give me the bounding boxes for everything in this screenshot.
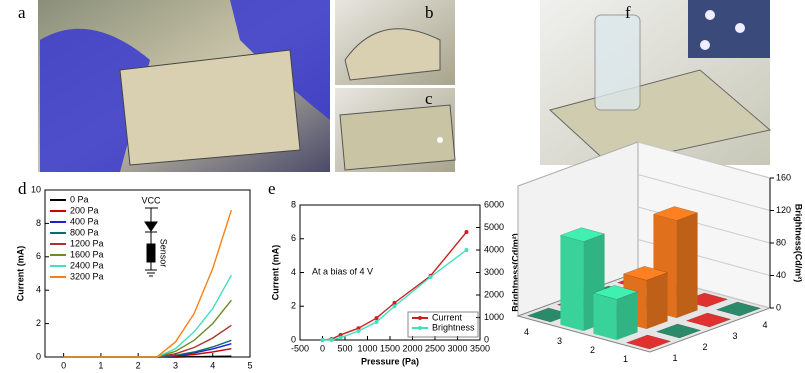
legend-label: 1200 Pa xyxy=(70,238,104,248)
bar-shade xyxy=(560,235,583,331)
photo-b xyxy=(335,0,455,85)
x-tick-label: 1 xyxy=(98,360,103,370)
x-tick-label: 1 xyxy=(623,354,628,364)
legend-label: 400 Pa xyxy=(70,216,99,226)
x-tick-label: 3 xyxy=(557,336,562,346)
bar-shade xyxy=(617,292,638,340)
y-axis-title: Current (mA) xyxy=(15,246,25,302)
series-line xyxy=(64,275,232,357)
y-tick-label: 8 xyxy=(36,218,41,228)
y-tick-label: 10 xyxy=(31,184,41,194)
point xyxy=(375,320,379,324)
panel-label: b xyxy=(425,3,434,22)
circuit-icon xyxy=(145,208,158,276)
panel-label: a xyxy=(18,3,26,22)
y2-tick-label: 4000 xyxy=(484,244,504,254)
x-tick-label: 0 xyxy=(61,360,66,370)
x-tick-label: 2 xyxy=(590,345,595,355)
x-tick-label: 4 xyxy=(524,327,529,337)
point xyxy=(429,275,433,279)
y2-tick-label: 0 xyxy=(484,334,489,344)
y-tick-label: 8 xyxy=(291,199,296,209)
y-tick-label: 2 xyxy=(702,342,707,352)
annotation: VCC xyxy=(141,195,161,205)
legend-label: 200 Pa xyxy=(70,205,99,215)
point xyxy=(339,336,343,340)
annotation: Sensor xyxy=(159,239,169,268)
y2-tick-label: 3000 xyxy=(484,267,504,277)
x-tick-label: 1000 xyxy=(357,343,377,353)
annotation: At a bias of 4 V xyxy=(312,266,373,276)
legend-label: 0 Pa xyxy=(70,194,89,204)
x-axis-title: Pressure (Pa) xyxy=(361,356,419,366)
y-tick-label: 0 xyxy=(291,334,296,344)
y-tick-label: 4 xyxy=(291,267,296,277)
y-tick-label: 1 xyxy=(672,353,677,363)
point xyxy=(465,248,469,252)
legend-label: Current xyxy=(432,312,463,322)
point xyxy=(321,338,325,342)
x-tick-label: 4 xyxy=(210,360,215,370)
z-tick-label: 0 xyxy=(776,302,781,312)
x-tick-label: 5 xyxy=(247,360,252,370)
x-tick-label: 0 xyxy=(320,343,325,353)
x-tick-label: 2 xyxy=(136,360,141,370)
z-tick-label: 80 xyxy=(776,237,786,247)
photo-c xyxy=(335,88,455,172)
legend-label: 2400 Pa xyxy=(70,260,104,270)
series-line xyxy=(64,344,232,357)
x-tick-label: 3000 xyxy=(447,343,467,353)
legend-label: 3200 Pa xyxy=(70,271,104,281)
x-tick-label: 3 xyxy=(173,360,178,370)
z-axis-title: Brightness(Cd/m²) xyxy=(794,204,804,283)
legend-label: Brightness xyxy=(432,322,475,332)
y-tick-label: 6 xyxy=(36,251,41,261)
panel-label: f xyxy=(625,3,631,22)
y-tick-label: 6 xyxy=(291,233,296,243)
panel-label: d xyxy=(18,179,27,198)
panel-label: c xyxy=(425,89,433,108)
y-tick-label: 2 xyxy=(291,301,296,311)
x-tick-label: 1500 xyxy=(380,343,400,353)
y-tick-label: 4 xyxy=(762,320,767,330)
y-tick-label: 4 xyxy=(36,285,41,295)
y2-tick-label: 6000 xyxy=(484,199,504,209)
photo-a xyxy=(38,0,330,172)
x-tick-label: 500 xyxy=(337,343,352,353)
bar-shade xyxy=(647,273,668,329)
z-tick-label: 160 xyxy=(776,172,791,182)
x-tick-label: 2000 xyxy=(402,343,422,353)
z-tick-label: 120 xyxy=(776,205,791,215)
point xyxy=(357,329,361,333)
photo-f xyxy=(540,0,770,165)
legend-label: 800 Pa xyxy=(70,227,99,237)
y2-tick-label: 2000 xyxy=(484,289,504,299)
y-tick-label: 0 xyxy=(36,351,41,361)
bar-3d xyxy=(593,285,637,340)
y2-tick-label: 5000 xyxy=(484,222,504,232)
panel-label: e xyxy=(268,179,276,198)
y2-tick-label: 1000 xyxy=(484,312,504,322)
point xyxy=(393,304,397,308)
point xyxy=(330,338,334,342)
y-tick-label: 3 xyxy=(732,331,737,341)
point xyxy=(375,316,379,320)
x-tick-label: 3500 xyxy=(470,343,490,353)
x-tick-label: 2500 xyxy=(425,343,445,353)
x-tick-label: -500 xyxy=(291,343,309,353)
legend-marker xyxy=(418,316,422,320)
bar-shade xyxy=(593,293,616,340)
z-tick-label: 40 xyxy=(776,270,786,280)
series-line xyxy=(64,340,232,357)
legend-label: 1600 Pa xyxy=(70,249,104,259)
legend-marker xyxy=(418,326,422,330)
y-axis-title: Current (mA) xyxy=(270,245,280,301)
point xyxy=(465,230,469,234)
y-tick-label: 2 xyxy=(36,318,41,328)
bar-shade xyxy=(677,213,698,318)
